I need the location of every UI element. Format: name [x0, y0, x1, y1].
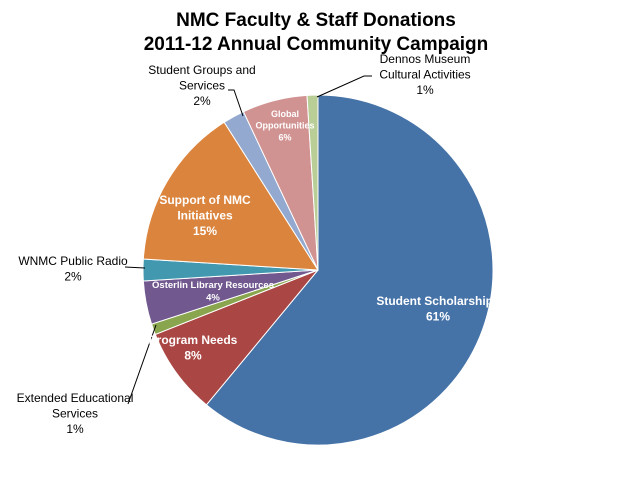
- data-label-program-needs: Program Needs 8%: [149, 333, 238, 363]
- leader-line-dennos-museum-cultural-activities: [316, 75, 372, 98]
- data-label-student-scholarships: Student Scholarships 61%: [376, 294, 500, 324]
- pie-slice-support-of-nmc-initiatives: [142, 121, 319, 271]
- leader-line-wnmc-public-radio: [124, 266, 146, 269]
- pie-slice-student-scholarships: [205, 94, 494, 446]
- chart-title-line-1: NMC Faculty & Staff Donations: [176, 10, 456, 31]
- pie-slice-dennos-museum-cultural-activities: [306, 94, 319, 271]
- chart-title-line-2: 2011-12 Annual Community Campaign: [143, 34, 489, 55]
- data-label-wnmc-public-radio: WNMC Public Radio 2%: [18, 254, 128, 284]
- data-label-global-opportunities: Global Opportunities 6%: [256, 109, 315, 142]
- data-label-student-groups-and-services: Student Groups and Services 2%: [148, 63, 255, 108]
- leader-line-student-groups-and-services: [228, 89, 244, 117]
- data-label-support-of-nmc-initiatives: Support of NMC Initiatives 15%: [159, 193, 251, 238]
- data-label-osterlin-library-resources: Osterlin Library Resources 4%: [152, 280, 274, 303]
- data-label-dennos-museum-cultural-activities: Dennos Museum Cultural Activities 1%: [379, 52, 470, 97]
- leader-line-extended-educational-services: [127, 324, 157, 405]
- data-label-extended-educational-services: Extended Educational Services 1%: [17, 391, 134, 436]
